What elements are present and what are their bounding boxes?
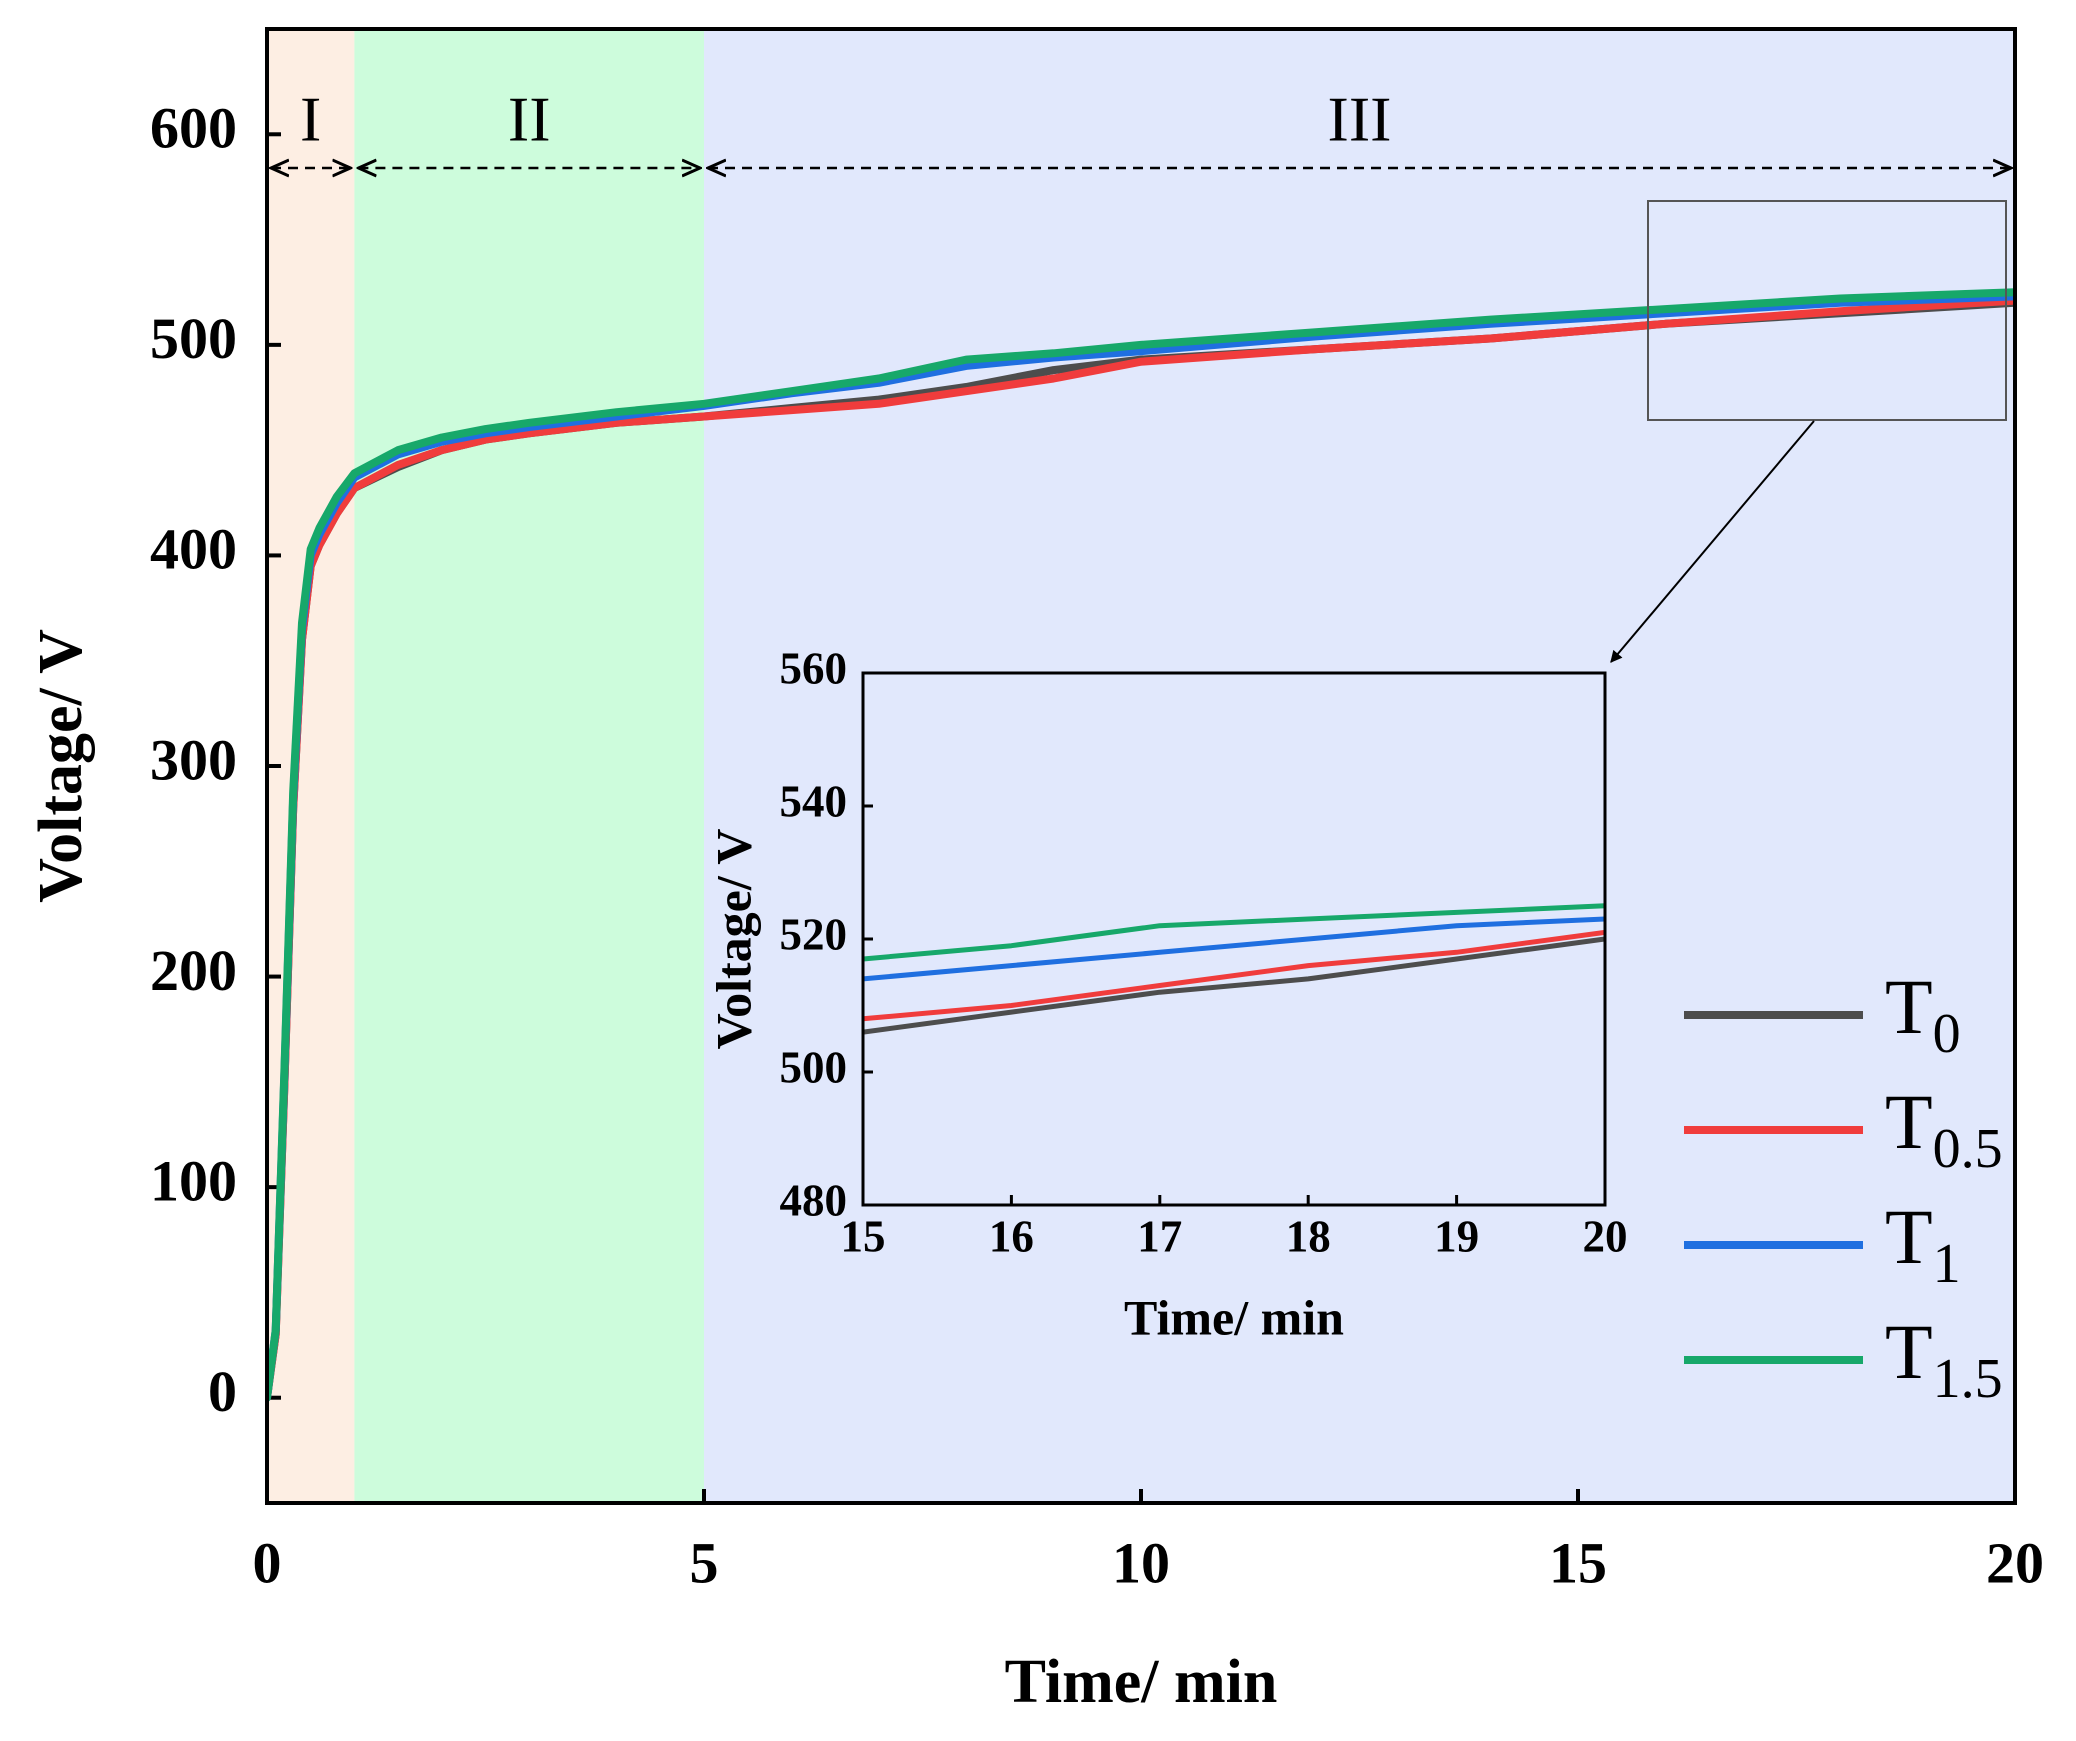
y-tick-label: 540 — [780, 776, 848, 826]
series-line — [863, 916, 1605, 982]
y-tick-label: 400 — [150, 517, 237, 582]
y-tick-label: 500 — [150, 306, 237, 371]
series-line — [863, 903, 1605, 962]
legend-label: T1 — [1885, 1193, 1961, 1295]
region-label: III — [1328, 84, 1392, 155]
y-tick-label: 500 — [780, 1042, 848, 1092]
x-tick-label: 16 — [989, 1211, 1034, 1261]
x-tick-label: 10 — [1112, 1530, 1170, 1595]
y-tick-label: 480 — [780, 1175, 848, 1225]
series-group — [863, 903, 1605, 1035]
plot-background — [863, 673, 1605, 1205]
x-tick-label: 0 — [253, 1530, 282, 1595]
region-label: I — [300, 84, 321, 155]
region — [354, 29, 704, 1503]
plot-frame — [265, 27, 2017, 1505]
x-axis-title: Time/ min — [1124, 1289, 1344, 1345]
series-group — [267, 288, 2015, 1402]
y-tick-label: 200 — [150, 938, 237, 1003]
x-tick-label: 19 — [1434, 1211, 1479, 1261]
y-axis-title: Voltage/ V — [27, 629, 95, 903]
series-line — [863, 936, 1605, 1035]
y-axis-title: Voltage/ V — [705, 829, 761, 1050]
x-tick-label: 17 — [1137, 1211, 1182, 1261]
x-tick-label: 20 — [1583, 1211, 1628, 1261]
legend-label: T0 — [1885, 963, 1961, 1065]
x-axis-title: Time/ min — [1005, 1648, 1278, 1716]
series-line — [863, 929, 1605, 1022]
x-tick-label: 15 — [1549, 1530, 1607, 1595]
y-tick-label: 100 — [150, 1148, 237, 1213]
region-label: II — [508, 84, 551, 155]
series-line — [267, 288, 2015, 1402]
x-tick-label: 15 — [841, 1211, 886, 1261]
zoom-box — [1647, 200, 2007, 421]
legend-label: T0.5 — [1885, 1078, 2003, 1180]
plot-frame — [861, 671, 1607, 1207]
y-tick-label: 300 — [150, 727, 237, 792]
x-tick-label: 18 — [1286, 1211, 1331, 1261]
zoom-arrow — [1610, 420, 1815, 663]
x-tick-label: 5 — [690, 1530, 719, 1595]
y-tick-label: 560 — [780, 643, 848, 693]
y-tick-label: 520 — [780, 909, 848, 959]
y-tick-label: 600 — [150, 96, 237, 161]
x-tick-label: 20 — [1986, 1530, 2044, 1595]
legend-label: T1.5 — [1885, 1308, 2003, 1410]
y-tick-label: 0 — [208, 1359, 237, 1424]
